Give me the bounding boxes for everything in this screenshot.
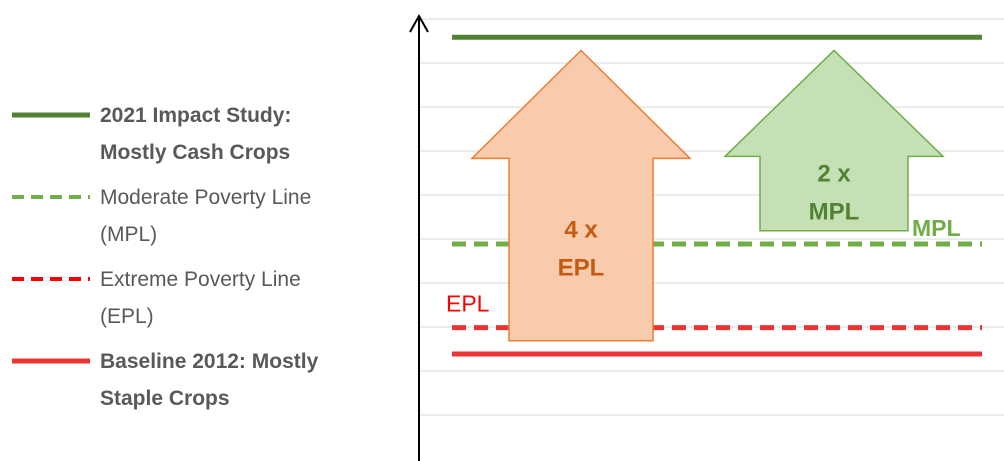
legend-label: Extreme Poverty Line (EPL): [100, 268, 301, 328]
legend-label: Moderate Poverty Line (MPL): [100, 186, 312, 246]
legend-swatch: [12, 358, 90, 364]
arrow-label: EPL: [558, 255, 605, 282]
legend-swatch: [12, 112, 90, 118]
legend-item: 2021 Impact Study: Mostly Cash Crops: [12, 97, 402, 171]
line-label: MPL: [912, 215, 961, 241]
arrow-shape: [723, 49, 945, 232]
legend-label: Baseline 2012: Mostly Staple Crops: [100, 350, 319, 410]
legend-item: Moderate Poverty Line (MPL): [12, 179, 402, 253]
legend-swatch: [12, 277, 90, 281]
legend-label: 2021 Impact Study: Mostly Cash Crops: [100, 104, 292, 164]
arrow-label: MPL: [809, 199, 860, 226]
arrows: 4 x EPL 2 x MPL: [470, 49, 945, 342]
y-axis: [409, 13, 429, 461]
legend-swatch: [12, 195, 90, 199]
arrow-shape: [470, 49, 692, 342]
line-labels: MPL EPL: [446, 215, 961, 317]
legend-item: Extreme Poverty Line (EPL): [12, 261, 402, 335]
legend: 2021 Impact Study: Mostly Cash Crops Mode…: [12, 97, 402, 425]
arrow-label: 2 x: [817, 161, 851, 188]
y-axis-arrowhead: [409, 13, 429, 33]
line-label: EPL: [446, 291, 490, 317]
legend-item: Baseline 2012: Mostly Staple Crops: [12, 343, 402, 417]
arrow-label: 4 x: [564, 217, 598, 244]
